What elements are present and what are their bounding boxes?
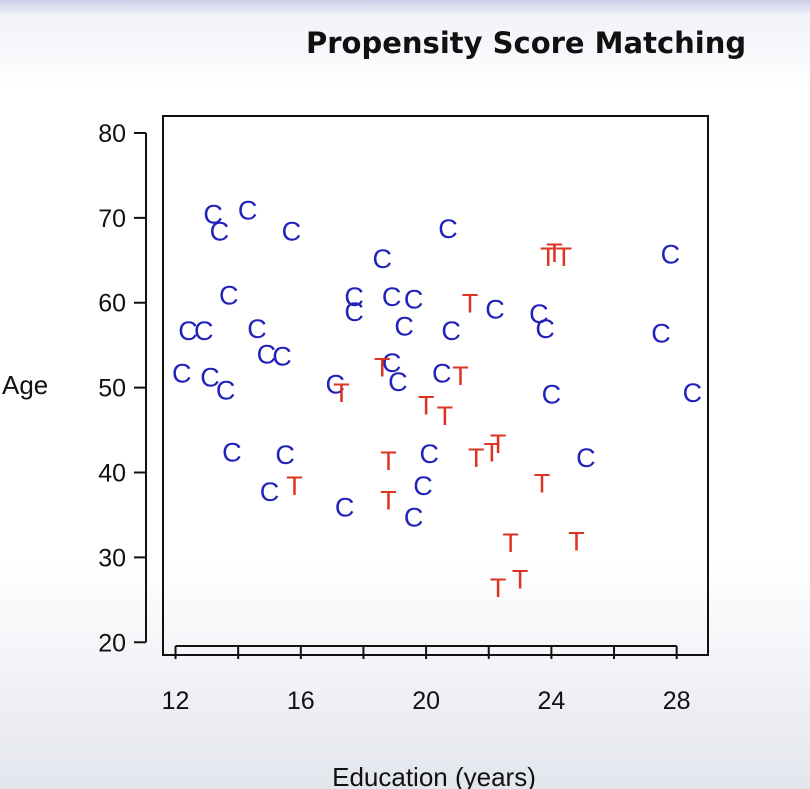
control-point: C — [651, 318, 671, 348]
y-tick-label: 30 — [98, 544, 126, 572]
control-point: C — [535, 314, 555, 344]
y-axis-title: Age — [2, 370, 48, 400]
control-point: C — [247, 314, 267, 344]
treated-point: T — [452, 361, 469, 391]
treated-point: T — [380, 486, 397, 516]
control-point: C — [394, 312, 414, 342]
y-tick-label: 70 — [98, 205, 126, 233]
control-point: C — [432, 358, 452, 388]
control-point: C — [529, 299, 549, 329]
x-tick-label: 28 — [663, 687, 691, 715]
control-point: C — [222, 437, 242, 467]
x-tick-label: 20 — [412, 687, 440, 715]
treated-point: T — [490, 429, 507, 459]
treated-point: T — [374, 352, 391, 382]
y-tick-label: 80 — [98, 120, 126, 148]
plot-frame — [162, 115, 709, 656]
control-point: C — [326, 369, 346, 399]
treated-point: T — [286, 471, 303, 501]
treated-point: T — [556, 242, 573, 272]
control-point: C — [210, 217, 230, 247]
treated-point: T — [540, 242, 557, 272]
control-point: C — [441, 316, 461, 346]
control-point: C — [257, 340, 277, 370]
header-band — [0, 0, 810, 14]
control-point: C — [344, 282, 364, 312]
control-point: C — [282, 217, 302, 247]
control-point: C — [373, 244, 393, 274]
treated-point: T — [462, 289, 479, 319]
control-point: C — [203, 200, 223, 230]
control-point: C — [335, 492, 355, 522]
treated-point: T — [484, 437, 501, 467]
x-tick-label: 16 — [287, 687, 315, 715]
treated-point: T — [546, 238, 563, 268]
x-axis: 12 16 20 24 28 — [162, 645, 691, 715]
control-point: C — [238, 195, 258, 225]
y-tick-label: 40 — [98, 460, 126, 488]
x-tick-label: 24 — [537, 687, 565, 715]
control-point: C — [194, 316, 214, 346]
treated-point: T — [333, 378, 350, 408]
control-point: C — [419, 439, 439, 469]
control-point: C — [683, 378, 703, 408]
control-point: C — [542, 380, 562, 410]
chart-title: Propensity Score Matching — [306, 26, 747, 60]
control-point: C — [413, 471, 433, 501]
treated-point: T — [437, 401, 454, 431]
control-point: C — [404, 284, 424, 314]
control-point: C — [219, 280, 239, 310]
control-point: C — [178, 316, 198, 346]
treated-point: T — [568, 526, 585, 556]
y-tick-label: 60 — [98, 290, 126, 318]
control-point: C — [382, 282, 402, 312]
control-point: C — [388, 367, 408, 397]
control-point: C — [661, 240, 681, 270]
control-point: C — [275, 440, 295, 470]
control-point: C — [485, 295, 505, 325]
x-tick-label: 12 — [162, 687, 190, 715]
y-tick-label: 50 — [98, 375, 126, 403]
treated-point: T — [490, 573, 507, 603]
treated-point: T — [468, 443, 485, 473]
treated-point: T — [534, 469, 551, 499]
treated-point: T — [380, 446, 397, 476]
control-point: C — [216, 375, 236, 405]
control-point: C — [200, 363, 220, 393]
y-axis: 20 30 40 50 60 70 80 — [98, 120, 147, 657]
control-point: C — [260, 477, 280, 507]
treated-point: T — [512, 565, 529, 595]
control-point: C — [382, 348, 402, 378]
control-point: C — [576, 443, 596, 473]
control-point: C — [344, 297, 364, 327]
treated-point: T — [418, 391, 435, 421]
treated-point: T — [502, 528, 519, 558]
x-axis-title: Education (years) — [332, 762, 536, 789]
control-point: C — [172, 358, 192, 388]
control-point: C — [438, 214, 458, 244]
control-point: C — [272, 341, 292, 371]
control-point: C — [404, 503, 424, 533]
y-tick-label: 20 — [98, 629, 126, 657]
